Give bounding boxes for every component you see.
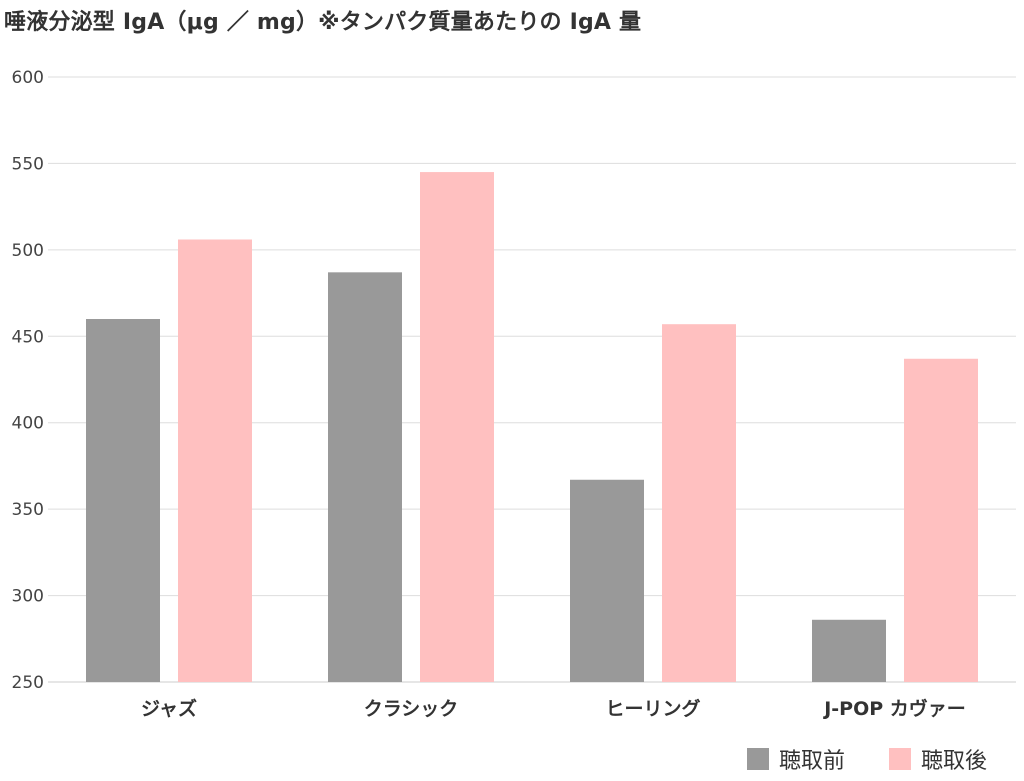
legend-label: 聴取前	[779, 749, 845, 774]
x-category-label: ヒーリング	[605, 697, 700, 720]
y-tick-label: 600	[12, 68, 44, 88]
bar-before	[328, 272, 402, 682]
bar-after	[178, 239, 252, 682]
x-category-label: クラシック	[364, 698, 459, 720]
bar-before	[86, 319, 160, 682]
legend-swatch	[889, 748, 911, 770]
bar-before	[570, 479, 644, 682]
x-category-label: J-POP カヴァー	[822, 697, 966, 720]
bar-after	[904, 358, 978, 682]
y-tick-label: 300	[12, 587, 44, 607]
legend: 聴取前 聴取後	[747, 748, 987, 774]
x-axis-categories: ジャズ クラシック ヒーリング J-POP カヴァー	[141, 697, 966, 720]
y-tick-label: 550	[12, 154, 44, 174]
chart-title: 唾液分泌型 IgA（μg ／ mg）※タンパク質量あたりの IgA 量	[4, 10, 642, 35]
legend-swatch	[747, 748, 769, 770]
x-category-label: ジャズ	[141, 697, 197, 720]
bar-after	[662, 324, 736, 682]
y-tick-label: 350	[12, 500, 44, 520]
y-tick-label: 250	[12, 673, 44, 693]
y-tick-label: 400	[12, 414, 44, 434]
y-tick-label: 500	[12, 241, 44, 261]
legend-label: 聴取後	[921, 749, 987, 774]
y-tick-label: 450	[12, 327, 44, 347]
bar-before	[812, 619, 886, 682]
y-axis-ticks: 250 300 350 400 450 500 550 600	[12, 68, 44, 693]
bars	[86, 172, 978, 683]
bar-after	[420, 172, 494, 683]
